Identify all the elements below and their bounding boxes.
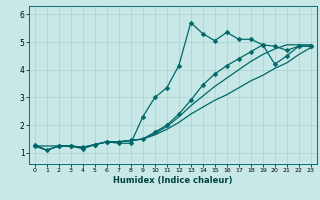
X-axis label: Humidex (Indice chaleur): Humidex (Indice chaleur): [113, 176, 233, 185]
